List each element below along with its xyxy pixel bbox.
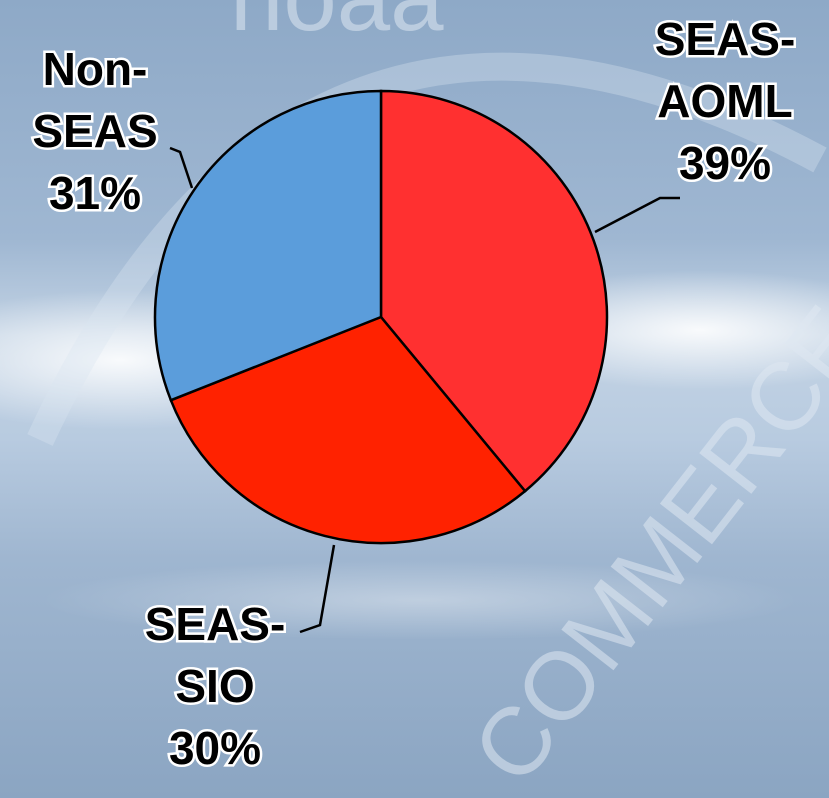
pie-slice-0 bbox=[379, 89, 609, 493]
slice-percent: 30% bbox=[169, 722, 261, 774]
watermark-top-text: noaa bbox=[230, 0, 444, 51]
leader-line-2 bbox=[169, 146, 194, 189]
slice-percent: 31% bbox=[49, 167, 141, 219]
slice-label-0: SEAS- AOML 39% bbox=[655, 13, 796, 189]
leader-line-1 bbox=[299, 544, 336, 634]
slice-label-line: Non- bbox=[43, 43, 148, 95]
slice-label-1: SEAS- SIO 30% bbox=[145, 598, 286, 774]
slice-label-2: Non- SEAS 31% bbox=[32, 43, 157, 219]
leader-line-0 bbox=[594, 196, 680, 234]
pie-slice-2 bbox=[153, 89, 383, 402]
slice-label-line: SEAS- bbox=[145, 598, 286, 650]
pie-slice-1 bbox=[169, 315, 527, 545]
slice-label-line: SEAS bbox=[32, 105, 157, 157]
slice-label-line: AOML bbox=[657, 75, 792, 127]
slice-percent: 39% bbox=[679, 137, 771, 189]
slice-label-line: SEAS- bbox=[655, 13, 796, 65]
slice-label-line: SIO bbox=[175, 660, 254, 712]
